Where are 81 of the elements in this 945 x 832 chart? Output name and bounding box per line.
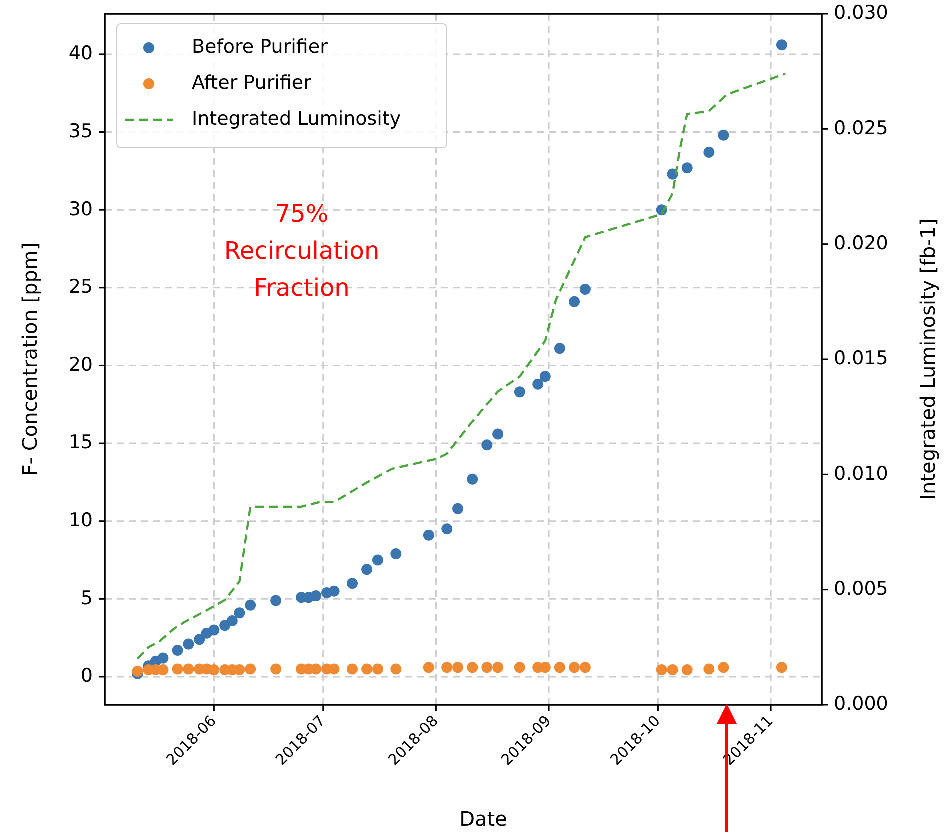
point	[183, 664, 194, 675]
point	[245, 600, 256, 611]
point	[718, 130, 730, 141]
point	[172, 664, 184, 675]
point	[390, 548, 402, 560]
point	[569, 296, 580, 308]
y-tick-label: 0	[80, 665, 93, 688]
y-tick-label: 40	[68, 42, 93, 65]
point	[682, 162, 693, 174]
point	[718, 662, 730, 674]
y-tick-label: 35	[68, 120, 93, 142]
point	[492, 428, 504, 440]
point	[580, 662, 591, 674]
legend-label: After Purifier	[192, 72, 312, 94]
point	[208, 664, 220, 676]
legend-label: Integrated Luminosity	[192, 108, 402, 130]
point	[704, 664, 715, 675]
y-tick-label: 5	[80, 587, 93, 610]
point	[226, 615, 238, 626]
point	[540, 371, 551, 382]
y2-tick-label: 0.005	[834, 578, 888, 600]
y2-tick-label: 0.010	[834, 462, 888, 485]
point	[423, 662, 434, 674]
y2-tick-label: 0.030	[834, 2, 888, 24]
point	[776, 662, 788, 674]
point	[442, 662, 453, 674]
point	[208, 624, 220, 636]
point	[452, 662, 464, 674]
y2-tick-label: 0.000	[834, 693, 888, 716]
annotation: 75% Recirculation Fraction	[224, 200, 380, 302]
point	[390, 664, 402, 675]
point	[310, 664, 322, 675]
point	[442, 524, 453, 535]
point	[183, 638, 194, 650]
point	[467, 662, 478, 674]
point	[423, 530, 434, 541]
y2-tick-label: 0.015	[834, 348, 888, 370]
point	[362, 664, 373, 675]
point	[452, 503, 464, 514]
point	[776, 40, 788, 51]
point	[346, 664, 358, 675]
point	[482, 440, 493, 451]
point	[514, 662, 526, 674]
point	[372, 554, 384, 566]
y-axis-title: F- Concentration [ppm]	[18, 242, 42, 476]
line-series	[136, 72, 787, 660]
point	[580, 284, 591, 295]
point	[172, 645, 184, 656]
point	[234, 608, 246, 619]
point	[372, 664, 384, 675]
point	[667, 664, 678, 676]
y-tick-label: 15	[68, 432, 93, 454]
point	[482, 662, 493, 674]
point	[194, 634, 206, 646]
point	[245, 664, 256, 675]
y-tick-label: 20	[68, 354, 93, 376]
point	[682, 664, 693, 676]
point	[514, 386, 526, 398]
point	[656, 664, 668, 676]
y2-tick-label: 0.025	[834, 117, 888, 140]
point	[310, 590, 322, 602]
point	[362, 564, 373, 576]
point	[554, 343, 566, 354]
point	[569, 662, 580, 674]
y-tick-label: 30	[68, 198, 93, 220]
point	[158, 652, 169, 664]
point	[270, 595, 282, 606]
point	[532, 378, 544, 390]
point	[467, 474, 478, 485]
point	[704, 147, 715, 158]
x-axis-title: Date	[460, 807, 508, 831]
point	[328, 586, 340, 597]
point	[346, 578, 358, 590]
y2-axis-title: Integrated Luminosity [fb-1]	[916, 218, 940, 500]
y-tick-label: 10	[68, 510, 93, 532]
legend-label: Before Purifier	[192, 36, 328, 58]
point	[554, 662, 566, 674]
y-tick-label: 25	[68, 276, 93, 298]
y2-tick-label: 0.020	[834, 232, 888, 255]
point	[492, 662, 504, 674]
point	[270, 664, 282, 675]
